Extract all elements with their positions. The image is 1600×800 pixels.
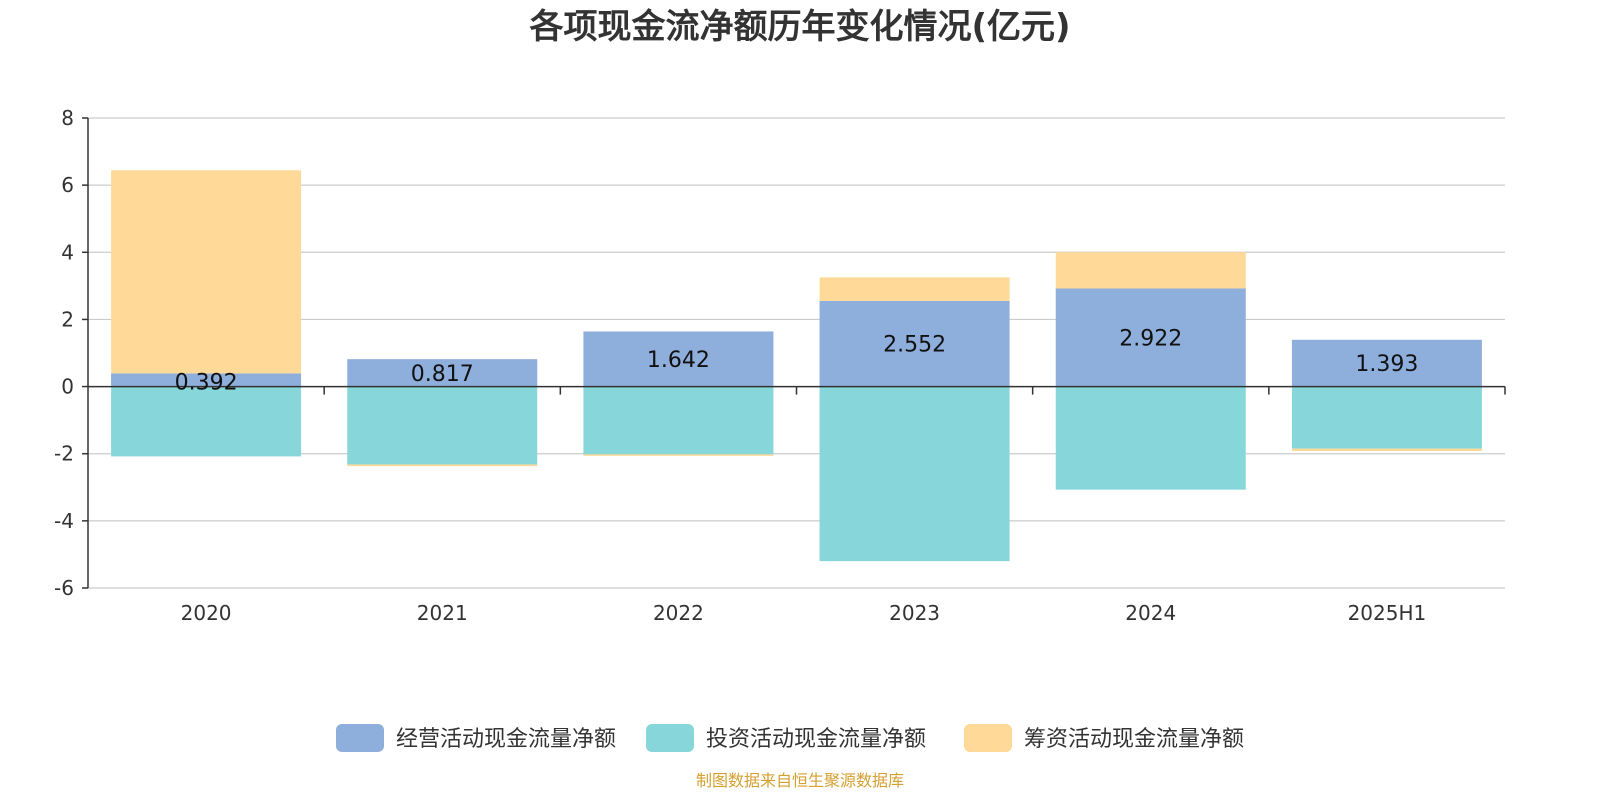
- data-labels: 0.392 0.817 1.642 2.552 2.922 1.393: [175, 327, 1419, 396]
- bar-segment: [111, 373, 302, 387]
- bar-segment: [583, 454, 774, 456]
- bar-segment: [1291, 339, 1482, 387]
- bar-segment: [347, 464, 538, 467]
- legend-item[interactable]: 筹资活动现金流量净额: [964, 724, 1244, 752]
- y-tick-label: 8: [61, 106, 74, 130]
- data-label: 2.922: [1119, 327, 1182, 352]
- bar-segment: [819, 300, 1010, 387]
- bar-segment: [347, 359, 538, 387]
- data-label: 1.393: [1355, 352, 1418, 377]
- bar-segment: [1291, 386, 1482, 449]
- bar-segment: [111, 386, 302, 457]
- legend-swatch: [336, 724, 384, 752]
- y-tick-label: -2: [54, 442, 74, 466]
- axes: -6 -4 -2 0 2 4 6 8 2020 2021 2022 2023 2024 2025H1: [54, 106, 1506, 625]
- legend-item[interactable]: 投资活动现金流量净额: [646, 724, 926, 752]
- chart-title: 各项现金流净额历年变化情况(亿元): [529, 7, 1070, 47]
- bar-segment: [1055, 252, 1246, 289]
- x-tick-label: 2021: [417, 601, 468, 625]
- y-tick-label: 2: [61, 307, 74, 331]
- bar-segment: [1291, 448, 1482, 452]
- legend-swatch: [964, 724, 1012, 752]
- y-tick-label: 6: [61, 173, 74, 197]
- bar-segment: [1055, 288, 1246, 387]
- y-tick-label: -6: [54, 576, 74, 600]
- legend-label: 经营活动现金流量净额: [396, 727, 616, 752]
- x-tick-label: 2024: [1125, 601, 1176, 625]
- bar-segment: [1055, 386, 1246, 490]
- legend: 经营活动现金流量净额 投资活动现金流量净额 筹资活动现金流量净额: [336, 724, 1244, 752]
- legend-item[interactable]: 经营活动现金流量净额: [336, 724, 616, 752]
- y-tick-label: -4: [54, 509, 74, 533]
- data-label: 2.552: [883, 333, 946, 358]
- x-tick-label: 2020: [181, 601, 232, 625]
- x-tick-label: 2022: [653, 601, 704, 625]
- bar-segment: [819, 277, 1010, 301]
- bar-segment: [583, 386, 774, 455]
- source-note: 制图数据来自恒生聚源数据库: [696, 771, 904, 790]
- bar-segment: [583, 331, 774, 387]
- data-label: 0.817: [411, 362, 474, 387]
- bar-segment: [819, 386, 1010, 562]
- x-tick-label: 2023: [889, 601, 940, 625]
- legend-label: 投资活动现金流量净额: [706, 727, 926, 752]
- data-label: 1.642: [647, 348, 710, 373]
- x-tick-label: 2025H1: [1348, 601, 1427, 625]
- y-tick-label: 4: [61, 240, 74, 264]
- bar-segment: [347, 386, 538, 465]
- bar-segment: [111, 170, 302, 374]
- data-label: 0.392: [175, 370, 238, 395]
- bars: [111, 170, 1482, 562]
- y-tick-label: 0: [61, 375, 74, 399]
- legend-label: 筹资活动现金流量净额: [1024, 727, 1244, 752]
- legend-swatch: [646, 724, 694, 752]
